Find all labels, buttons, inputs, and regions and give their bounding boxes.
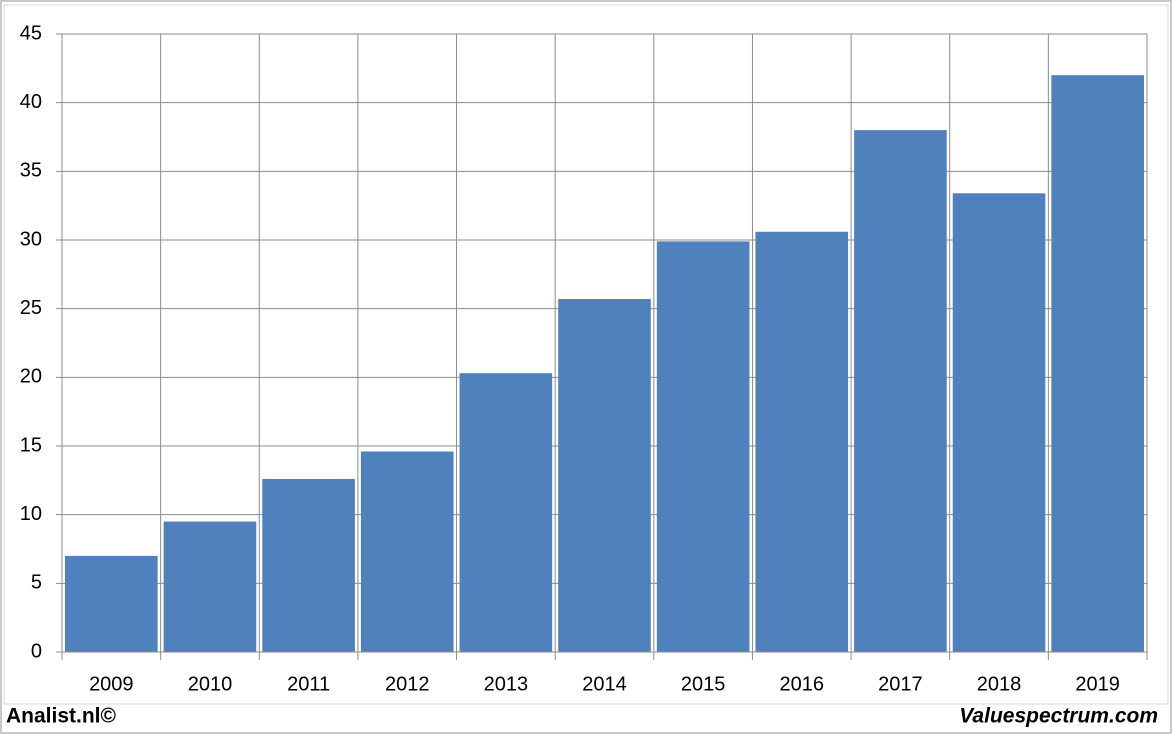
x-tick-label: 2015 (681, 673, 726, 695)
bar (163, 521, 257, 652)
x-tick-label: 2009 (89, 673, 134, 695)
x-tick-label: 2018 (977, 673, 1022, 695)
y-tick-label: 15 (20, 434, 42, 456)
bar (65, 555, 158, 652)
x-tick-label: 2014 (582, 673, 627, 695)
y-tick-label: 35 (20, 160, 42, 182)
y-tick-label: 40 (20, 91, 42, 113)
y-tick-label: 0 (31, 640, 42, 662)
x-tick-label: 2011 (287, 673, 330, 695)
footer-left: Analist.nl© (6, 705, 117, 728)
y-tick-label: 20 (20, 366, 42, 388)
x-tick-label: 2017 (878, 673, 923, 695)
bar (952, 193, 1046, 652)
bar (558, 299, 651, 652)
y-tick-label: 30 (20, 228, 42, 250)
bar (755, 231, 849, 652)
y-tick-label: 10 (20, 503, 42, 525)
x-tick-label: 2012 (385, 673, 430, 695)
footer-right: Valuespectrum.com (959, 705, 1158, 728)
x-tick-label: 2019 (1075, 673, 1120, 695)
bar (459, 373, 553, 652)
bar (656, 241, 750, 652)
x-tick-label: 2016 (780, 673, 825, 695)
x-tick-label: 2013 (484, 673, 529, 695)
x-tick-label: 2010 (188, 673, 233, 695)
bar (360, 451, 454, 652)
bar (854, 130, 947, 653)
bar (262, 478, 355, 652)
y-tick-label: 5 (31, 572, 42, 594)
bar (1051, 75, 1144, 652)
y-tick-label: 25 (20, 297, 42, 319)
y-tick-label: 45 (20, 22, 42, 44)
